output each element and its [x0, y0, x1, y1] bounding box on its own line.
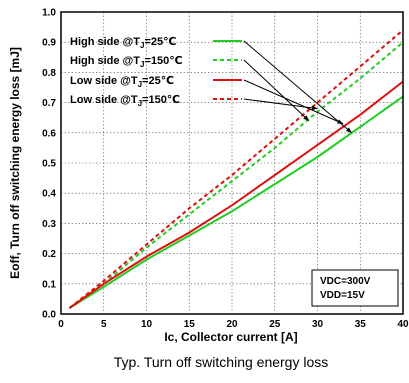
x-tick-label: 35	[355, 319, 367, 330]
annotation-arrow-4	[243, 98, 318, 110]
chart-caption: Typ. Turn off switching energy loss	[114, 354, 329, 370]
annotation-arrowhead-4	[311, 105, 318, 111]
conditions-frame	[311, 269, 399, 307]
annotation-arrowhead-1	[346, 127, 352, 133]
annotation-arrow-1	[243, 40, 353, 134]
y-tick-label: 0.2	[42, 249, 56, 260]
x-tick-label: 5	[101, 319, 107, 330]
y-tick-labels: 0.0 0.1 0.2 0.3 0.4 0.5 0.6 0.7 0.8 0.9 1.0	[42, 8, 56, 321]
legend-label-2: High side @TJ=150℃	[70, 55, 183, 69]
x-tick-label: 30	[312, 319, 324, 330]
y-tick-label: 0.6	[42, 128, 56, 139]
condition-label-1: VDC=300V	[320, 276, 371, 287]
y-axis-label: Eoff, Turn off switching energy loss [mJ…	[8, 47, 22, 279]
y-tick-label: 1.0	[42, 8, 56, 19]
annotation-arrowhead-2	[303, 115, 309, 121]
y-tick-label: 0.4	[42, 189, 56, 200]
annotation-arrow-3	[243, 79, 344, 125]
x-tick-label: 15	[184, 319, 196, 330]
conditions-box: VDC=300V VDD=15V	[311, 269, 399, 307]
annotation-arrow-2	[243, 59, 310, 122]
legend-label-3: Low side @TJ=25℃	[70, 75, 174, 89]
x-axis-label: Ic, Collector current [A]	[164, 330, 297, 344]
x-tick-label: 20	[226, 319, 238, 330]
annotation-arrowhead-3	[337, 119, 344, 124]
x-tick-labels: 0 5 10 15 20 25 30 35 40	[58, 319, 409, 330]
x-tick-label: 25	[269, 319, 281, 330]
y-tick-label: 0.9	[42, 38, 56, 49]
series-layer	[68, 29, 404, 309]
series-line-1	[68, 95, 404, 309]
x-tick-label: 0	[58, 319, 64, 330]
plot-frame	[60, 11, 404, 315]
legend-label-1: High side @TJ=25℃	[70, 36, 176, 50]
condition-label-2: VDD=15V	[320, 290, 365, 301]
series-line-2	[68, 41, 404, 309]
y-tick-label: 0.0	[42, 310, 56, 321]
series-line-4	[68, 29, 404, 309]
grid	[61, 12, 403, 314]
x-tick-label: 40	[397, 319, 409, 330]
y-tick-label: 0.7	[42, 98, 56, 109]
legend: High side @TJ=25℃ High side @TJ=150℃ Low s…	[70, 36, 242, 108]
x-tick-label: 10	[141, 319, 153, 330]
y-tick-label: 0.1	[42, 279, 56, 290]
annotation-layer	[243, 40, 353, 134]
y-tick-label: 0.5	[42, 159, 56, 170]
y-tick-label: 0.8	[42, 68, 56, 79]
y-tick-label: 0.3	[42, 219, 56, 230]
series-line-3	[68, 80, 404, 309]
legend-label-4: Low side @TJ=150℃	[70, 94, 180, 108]
